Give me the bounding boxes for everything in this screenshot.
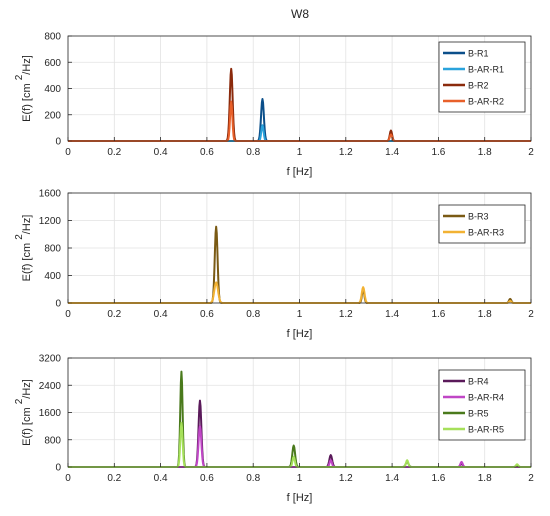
y-tick-label: 1600 xyxy=(39,408,62,419)
y-axis-label: E(f) [cm 2/Hz] xyxy=(14,55,33,122)
legend: B-R1 B-AR-R1 B-R2 B-AR-R2 xyxy=(438,41,526,113)
x-tick-label: 1 xyxy=(297,147,303,158)
x-tick-label: 0.4 xyxy=(154,473,168,484)
y-tick-label: 0 xyxy=(55,137,61,148)
legend-label: B-AR-R5 xyxy=(468,425,504,435)
y-tick-label: 1200 xyxy=(39,216,62,227)
chart-panel-1: 0 0.2 0.4 0.6 0.8 1 1.2 1.4 1.6 1.8 2 0 200 400 600 800… xyxy=(14,32,534,179)
y-axis-label-text: E(f) [cm 2/Hz] xyxy=(14,215,33,282)
y-tick-label: 800 xyxy=(44,32,61,43)
x-tick-label: 1.8 xyxy=(478,147,492,158)
legend-label: B-R4 xyxy=(468,377,489,387)
x-tick-label: 1.4 xyxy=(385,147,399,158)
y-axis-label-text: E(f) [cm 2/Hz] xyxy=(14,55,33,122)
x-tick-label: 0.2 xyxy=(107,147,121,158)
x-tick-label: 0.6 xyxy=(200,309,214,320)
y-axis-label-superscript: 2 xyxy=(14,398,25,404)
x-tick-label: 1 xyxy=(297,473,303,484)
x-tick-label: 1.6 xyxy=(431,147,445,158)
legend-label: B-AR-R3 xyxy=(468,228,504,238)
y-tick-label: 0 xyxy=(55,299,61,310)
x-tick-label: 1.8 xyxy=(478,473,492,484)
y-tick-label: 800 xyxy=(44,244,61,255)
y-tick-label: 2400 xyxy=(39,381,62,392)
x-tick-label: 1.6 xyxy=(431,473,445,484)
legend-label: B-AR-R1 xyxy=(468,65,504,75)
x-tick-label: 2 xyxy=(528,309,534,320)
legend-label: B-R5 xyxy=(468,409,489,419)
x-tick-label: 1.8 xyxy=(478,309,492,320)
x-tick-label: 0.2 xyxy=(107,473,121,484)
legend-label: B-AR-R4 xyxy=(468,393,504,403)
y-axis-label-unit: /Hz] xyxy=(21,215,33,235)
legend-label: B-R3 xyxy=(468,212,489,222)
y-axis-label-superscript: 2 xyxy=(14,74,25,80)
y-tick-label: 400 xyxy=(44,271,61,282)
x-tick-label: 1.2 xyxy=(339,309,353,320)
x-axis-label: f [Hz] xyxy=(287,166,313,178)
panels: 0 0.2 0.4 0.6 0.8 1 1.2 1.4 1.6 1.8 20200400600800… xyxy=(14,32,534,505)
x-tick-label: 0.8 xyxy=(246,309,260,320)
y-axis-label-text: E(f) [cm 2/Hz] xyxy=(14,379,33,446)
x-tick-label: 1.4 xyxy=(385,473,399,484)
y-axis-label-unit: /Hz] xyxy=(21,55,33,75)
x-tick-label: 0 xyxy=(65,147,71,158)
x-tick-label: 0.8 xyxy=(246,147,260,158)
x-tick-label: 1.6 xyxy=(431,309,445,320)
x-tick-label: 0.4 xyxy=(154,309,168,320)
y-tick-label: 600 xyxy=(44,58,61,69)
figure-title: W8 xyxy=(291,7,309,21)
legend-box xyxy=(438,204,526,244)
y-tick-label: 1600 xyxy=(39,189,62,200)
x-tick-label: 0.2 xyxy=(107,309,121,320)
x-tick-label: 1 xyxy=(297,309,303,320)
x-axis-label: f [Hz] xyxy=(287,328,313,340)
legend-label: B-R2 xyxy=(468,81,489,91)
y-axis-label: E(f) [cm 2/Hz] xyxy=(14,379,33,446)
legend: B-R4 B-AR-R4 B-R5 B-AR-R5 xyxy=(438,369,526,441)
x-tick-label: 0.6 xyxy=(200,473,214,484)
chart-panel-3: 0 0.2 0.4 0.6 0.8 1 1.2 1.4 1.6 1.8 2 0 800 1600 2400 3… xyxy=(14,354,534,505)
x-tick-label: 0.6 xyxy=(200,147,214,158)
y-axis-label-main: E(f) [cm xyxy=(21,240,33,282)
y-tick-label: 400 xyxy=(44,84,61,95)
x-tick-label: 0 xyxy=(65,309,71,320)
legend-label: B-R1 xyxy=(468,49,489,59)
x-tick-label: 1.4 xyxy=(385,309,399,320)
y-tick-label: 3200 xyxy=(39,354,62,365)
x-tick-label: 2 xyxy=(528,147,534,158)
y-axis-label-main: E(f) [cm xyxy=(21,80,33,122)
y-tick-label: 0 xyxy=(55,463,61,474)
x-tick-label: 0.4 xyxy=(154,147,168,158)
x-tick-label: 2 xyxy=(528,473,534,484)
legend: B-R3 B-AR-R3 xyxy=(438,204,526,244)
legend-label: B-AR-R2 xyxy=(468,97,504,107)
x-tick-label: 1.2 xyxy=(339,473,353,484)
x-tick-label: 0.8 xyxy=(246,473,260,484)
y-axis-label: E(f) [cm 2/Hz] xyxy=(14,215,33,282)
y-axis-label-superscript: 2 xyxy=(14,234,25,240)
y-axis-label-main: E(f) [cm xyxy=(21,404,33,446)
y-tick-label: 800 xyxy=(44,435,61,446)
x-axis-label: f [Hz] xyxy=(287,492,313,504)
y-tick-label: 200 xyxy=(44,110,61,121)
x-tick-label: 1.2 xyxy=(339,147,353,158)
y-axis-label-unit: /Hz] xyxy=(21,379,33,399)
x-tick-label: 0 xyxy=(65,473,71,484)
chart-panel-2: 0 0.2 0.4 0.6 0.8 1 1.2 1.4 1.6 1.8 2 0 400 800 1200 16… xyxy=(14,189,534,341)
